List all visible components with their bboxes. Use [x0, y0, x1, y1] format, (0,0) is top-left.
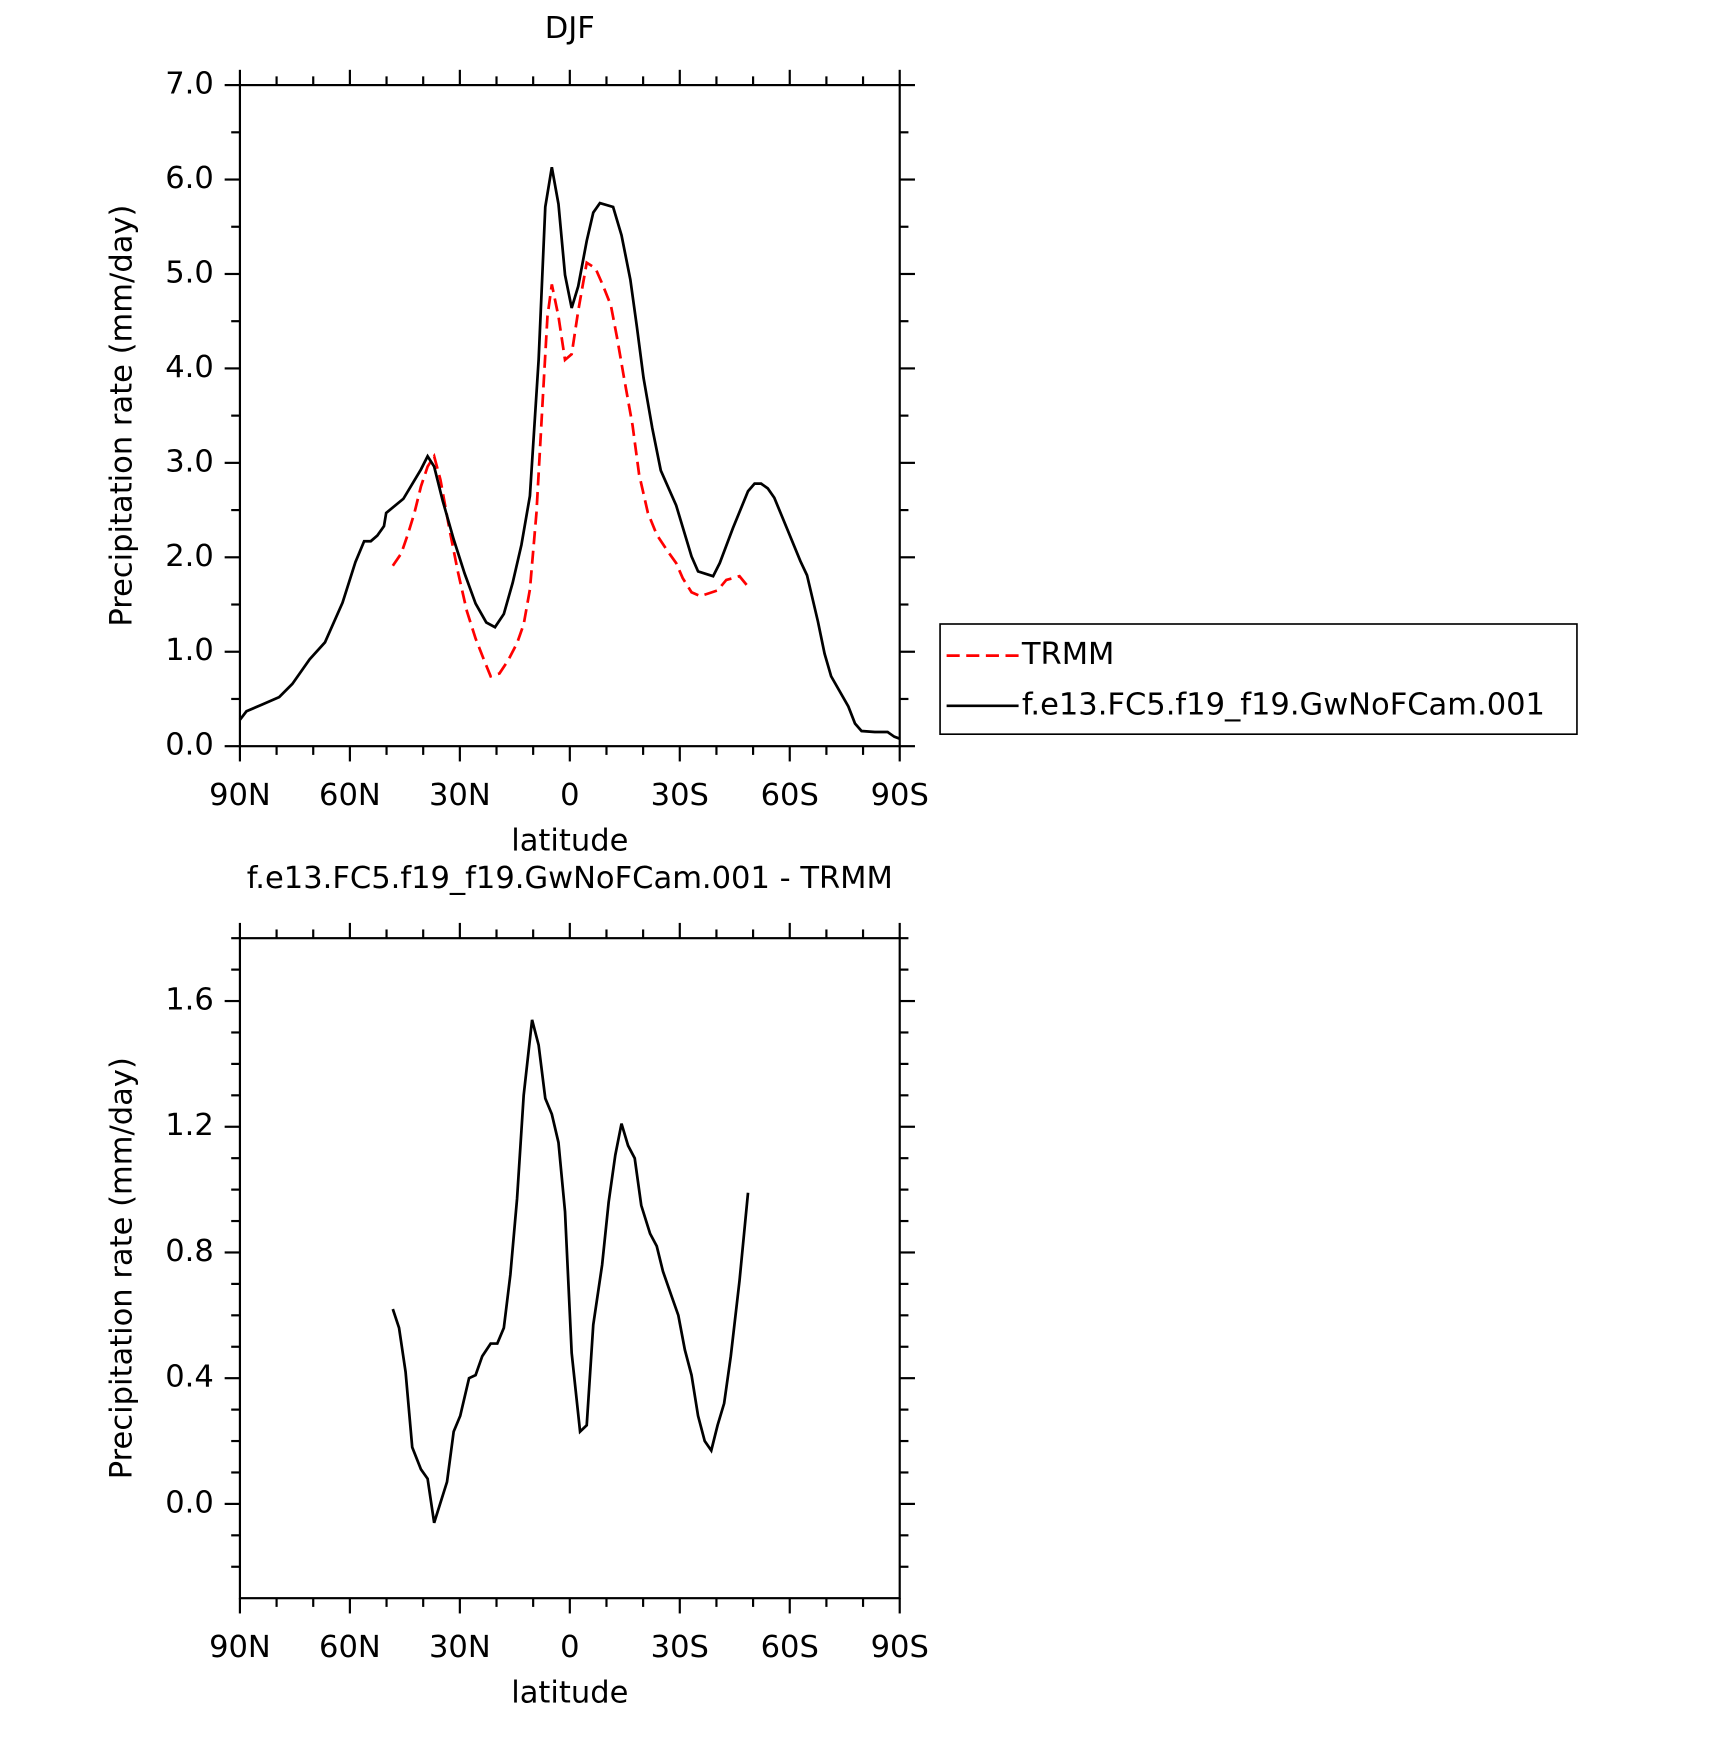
y-tick-label: 6.0: [165, 161, 214, 196]
x-tick-label: 90S: [871, 1630, 929, 1665]
legend-box: [939, 623, 1578, 735]
chart-title: f.e13.FC5.f19_f19.GwNoFCam.001 - TRMM: [247, 861, 893, 896]
plot-frame: [238, 84, 901, 748]
y-tick-label: 7.0: [165, 67, 214, 102]
x-tick-label: 90N: [209, 1630, 271, 1665]
x-axis-label: latitude: [511, 824, 628, 859]
y-axis-label: Precipitation rate (mm/day): [105, 1057, 140, 1479]
y-tick-label: 0.0: [165, 1485, 214, 1520]
y-tick-label: 4.0: [165, 350, 214, 385]
y-tick-label: 1.2: [165, 1108, 214, 1143]
x-tick-label: 0: [560, 778, 579, 813]
chart-title: DJF: [545, 11, 595, 46]
y-tick-label: 5.0: [165, 255, 214, 290]
x-tick-label: 30S: [651, 778, 709, 813]
legend: TRMM f.e13.FC5.f19_f19.GwNoFCam.001: [939, 623, 1578, 735]
x-tick-label: 60N: [319, 1630, 381, 1665]
line-series: [238, 166, 901, 740]
y-tick-label: 2.0: [165, 539, 214, 574]
x-axis-label: latitude: [511, 1676, 628, 1711]
plot-frame: [238, 937, 901, 1600]
x-tick-label: 30S: [651, 1630, 709, 1665]
legend-label: TRMM: [1021, 637, 1115, 672]
y-tick-label: 1.6: [165, 983, 214, 1018]
y-tick-label: 3.0: [165, 444, 214, 479]
y-tick-label: 0.8: [165, 1234, 214, 1269]
legend-label: f.e13.FC5.f19_f19.GwNoFCam.001: [1022, 687, 1545, 722]
x-tick-label: 0: [560, 1630, 579, 1665]
line-series: [391, 260, 750, 678]
x-tick-label: 30N: [429, 1630, 491, 1665]
y-tick-label: 0.4: [165, 1360, 214, 1395]
x-tick-label: 60S: [761, 1630, 819, 1665]
y-axis-label: Precipitation rate (mm/day): [105, 205, 140, 627]
line-series: [391, 1019, 750, 1524]
x-tick-label: 60N: [319, 778, 381, 813]
x-tick-label: 30N: [429, 778, 491, 813]
y-tick-label: 1.0: [165, 633, 214, 668]
y-tick-label: 0.0: [165, 728, 214, 763]
x-tick-label: 90N: [209, 778, 271, 813]
x-tick-label: 90S: [871, 778, 929, 813]
x-tick-label: 60S: [761, 778, 819, 813]
